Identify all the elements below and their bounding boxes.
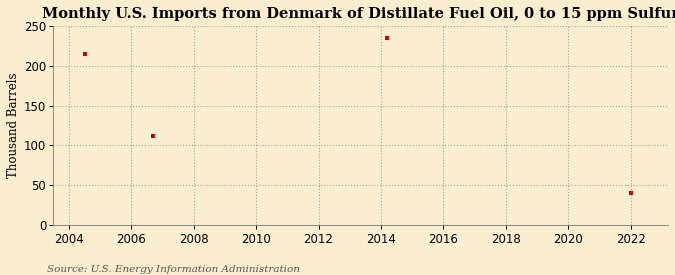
- Title: Monthly U.S. Imports from Denmark of Distillate Fuel Oil, 0 to 15 ppm Sulfur: Monthly U.S. Imports from Denmark of Dis…: [42, 7, 675, 21]
- Text: Source: U.S. Energy Information Administration: Source: U.S. Energy Information Administ…: [47, 265, 300, 274]
- Y-axis label: Thousand Barrels: Thousand Barrels: [7, 73, 20, 178]
